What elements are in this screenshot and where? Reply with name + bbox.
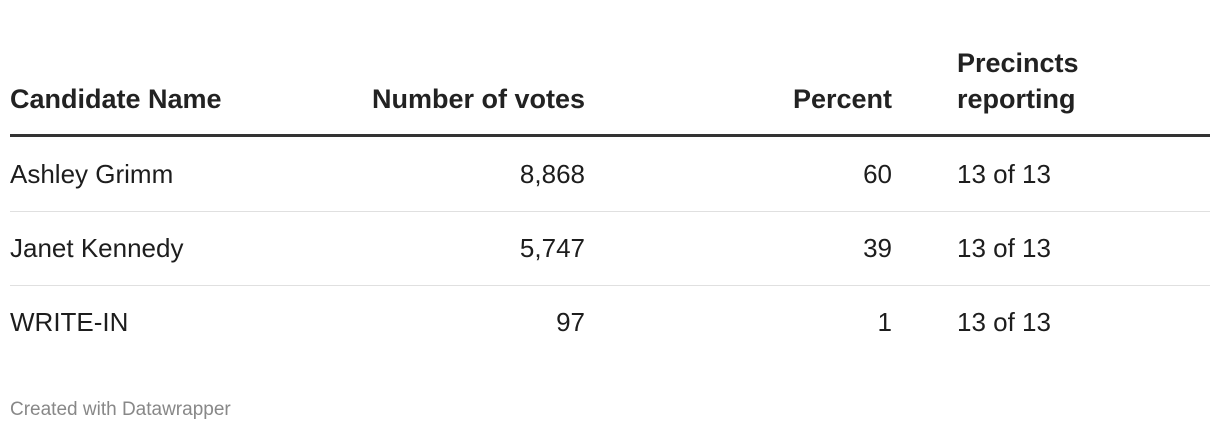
table-cell: 13 of 13 xyxy=(957,233,1051,263)
row-divider xyxy=(10,285,1210,286)
table-cell: Janet Kennedy xyxy=(10,233,184,263)
table-cell: 8,868 xyxy=(519,159,585,189)
footer: Created with Datawrapper xyxy=(10,399,231,420)
table-cell: 13 of 13 xyxy=(957,159,1051,189)
table-cell: 13 of 13 xyxy=(957,307,1051,337)
column-header: Candidate Name xyxy=(10,84,222,114)
column-header: Percent xyxy=(792,84,892,114)
row-divider xyxy=(10,211,1210,212)
header-rule xyxy=(10,134,1210,137)
table-cell: 97 xyxy=(556,307,585,337)
table-cell: 5,747 xyxy=(519,233,585,263)
table-cell: WRITE-IN xyxy=(10,307,129,337)
column-header: Number of votes xyxy=(371,84,585,114)
table-cell: 39 xyxy=(863,233,892,263)
table-cell: 1 xyxy=(877,307,892,337)
table-cell: Ashley Grimm xyxy=(10,159,174,189)
column-header: Precincts reporting xyxy=(957,48,1079,114)
table-cell: 60 xyxy=(863,159,892,189)
